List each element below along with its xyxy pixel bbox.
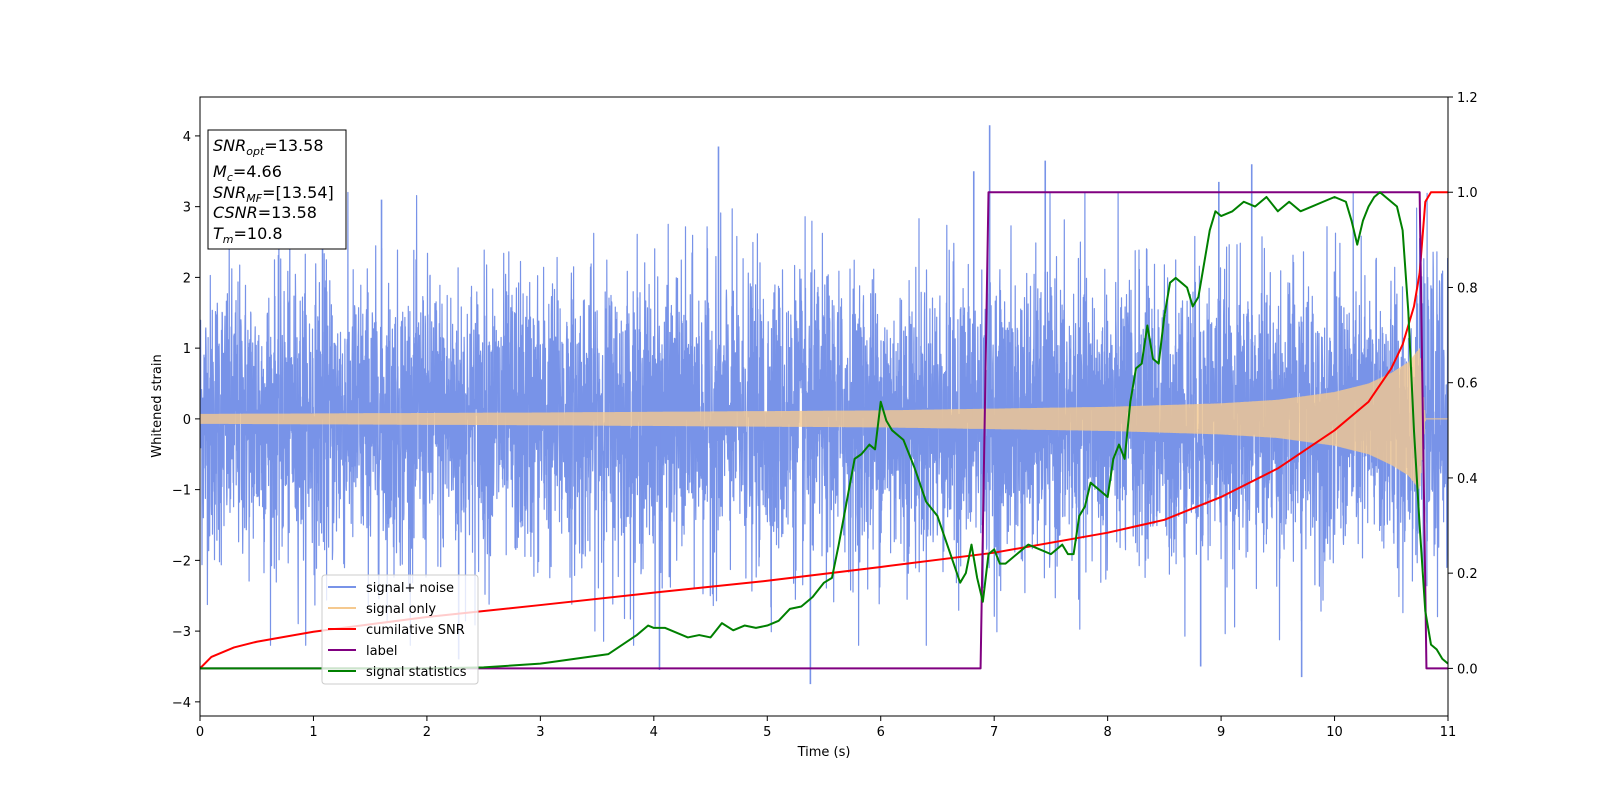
series-label-line [200, 191, 1448, 670]
x-tick-label: 1 [309, 725, 317, 740]
signal-only-line [200, 348, 1448, 489]
signal-noise-line [200, 191, 1448, 646]
info-symbol: T [213, 224, 224, 243]
legend-label: cumilative SNR [366, 623, 465, 638]
y-right-tick-label: 0.8 [1457, 281, 1478, 296]
x-tick-label: 9 [1217, 725, 1225, 740]
x-tick-label: 11 [1440, 725, 1457, 740]
y-left-tick-label: −4 [172, 696, 191, 711]
info-value: =[13.54] [262, 183, 334, 202]
axes-layer: 0 1 2 3 4 5 6 7 8 9 10 11 −4 −3 −2 −1 0 1 2 3 4 0.0 0.2 0.4 0.6 0… [172, 91, 1478, 740]
info-value: =10.8 [234, 224, 283, 243]
info-line: Mc=4.66 [213, 162, 282, 184]
series-signal-statistics-line [200, 191, 1448, 670]
info-line: SNRMF=[13.54] [213, 183, 334, 205]
y-left-tick-label: −2 [172, 554, 191, 569]
series-signal-only [200, 348, 1448, 489]
info-symbol: M [213, 162, 227, 181]
info-value: =13.58 [258, 203, 317, 222]
x-tick-label: 6 [877, 725, 885, 740]
y-right-tick-label: 1.0 [1457, 186, 1478, 201]
x-tick-label: 3 [536, 725, 544, 740]
y-left-tick-label: 4 [183, 130, 191, 145]
legend-frame [321, 574, 479, 685]
series-label [200, 191, 1448, 670]
x-tick-label: 2 [423, 725, 431, 740]
y-left-tick-label: 0 [183, 413, 191, 428]
x-tick-label: 0 [196, 725, 204, 740]
legend-label: label [366, 644, 397, 659]
info-line: SNRopt=13.58 [213, 136, 324, 158]
series-cumulative-snr [200, 191, 1448, 670]
y-left-tick-label: 2 [183, 271, 191, 286]
x-tick-label: 10 [1326, 725, 1343, 740]
info-subscript: opt [246, 145, 265, 158]
plot-frame [199, 96, 1449, 717]
series-signal-statistics [200, 191, 1448, 670]
y-right-tick-label: 0.4 [1457, 472, 1478, 487]
x-axis-title: Time (s) [797, 745, 851, 760]
info-subscript: c [227, 171, 233, 184]
info-subscript: m [223, 233, 234, 246]
y-right-tick-label: 1.2 [1457, 91, 1478, 106]
x-tick-label: 5 [763, 725, 771, 740]
info-symbol: SNR [213, 136, 246, 155]
x-tick-label: 8 [1103, 725, 1111, 740]
info-value: =13.58 [264, 136, 323, 155]
info-value: =4.66 [233, 162, 282, 181]
info-line: CSNR=13.58 [213, 203, 317, 222]
y-right-tick-label: 0.2 [1457, 567, 1478, 582]
info-symbol: CSNR [213, 203, 258, 222]
info-box: SNRopt=13.58Mc=4.66SNRMF=[13.54]CSNR=13.… [207, 129, 347, 250]
y-left-tick-label: −3 [172, 625, 191, 640]
info-symbol: SNR [213, 183, 246, 202]
y-left-tick-label: −1 [172, 484, 191, 499]
y-left-tick-label: 3 [183, 201, 191, 216]
legend-label: signal+ noise [366, 581, 454, 596]
info-box-frame [207, 129, 347, 250]
y-right-tick-label: 0.0 [1457, 662, 1478, 677]
info-subscript: MF [246, 192, 262, 205]
x-tick-label: 7 [990, 725, 998, 740]
y-left-tick-label: 1 [183, 342, 191, 357]
y-axis-title: Whitened strain [150, 354, 165, 457]
series-cumulative-snr-line [200, 191, 1448, 670]
legend-label: signal statistics [366, 665, 467, 680]
legend-label: signal only [366, 602, 436, 617]
info-line: Tm=10.8 [213, 224, 283, 246]
y-right-tick-label: 0.6 [1457, 377, 1478, 392]
legend: signal+ noise signal only cumilative SNR la… [321, 574, 479, 685]
series-layer [200, 125, 1448, 685]
x-tick-label: 4 [650, 725, 658, 740]
